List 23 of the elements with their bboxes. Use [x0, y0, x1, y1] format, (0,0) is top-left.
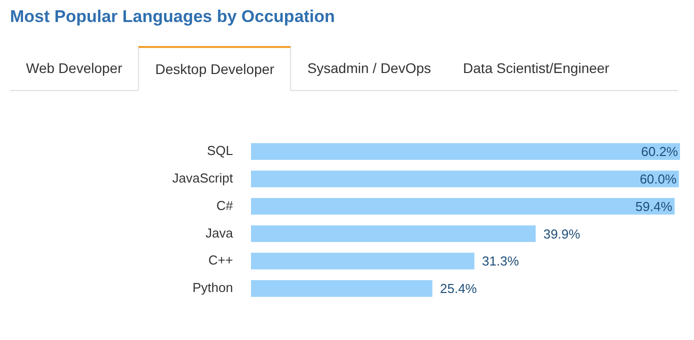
y-tick-label: Python	[192, 280, 233, 296]
bar	[251, 225, 536, 242]
bar	[251, 252, 474, 270]
text: Web Developer	[25, 59, 124, 78]
data-label: 25.4%	[440, 281, 478, 296]
bar	[251, 198, 675, 215]
data-label: 60.0%	[640, 171, 677, 186]
data-label: 31.3%	[482, 254, 520, 269]
data-label: 60.2%	[641, 144, 678, 160]
bar	[251, 170, 679, 188]
y-tick-label: JavaScript	[172, 170, 234, 186]
bar	[251, 143, 680, 160]
y-tick-label: Java	[206, 225, 234, 240]
text: Sysadmin / DevOps	[306, 59, 432, 78]
y-tick-label: C++	[208, 252, 233, 268]
y-tick-label: C#	[216, 198, 234, 213]
y-tick-label: SQL	[206, 143, 233, 158]
text: Desktop Developer	[138, 46, 292, 91]
data-label: 59.4%	[635, 198, 673, 214]
bar	[251, 280, 432, 297]
chart-title: Most Popular Languages by Occupation	[10, 7, 335, 27]
text: Data Scientist/Engineer	[462, 59, 610, 78]
data-label: 39.9%	[543, 226, 581, 242]
